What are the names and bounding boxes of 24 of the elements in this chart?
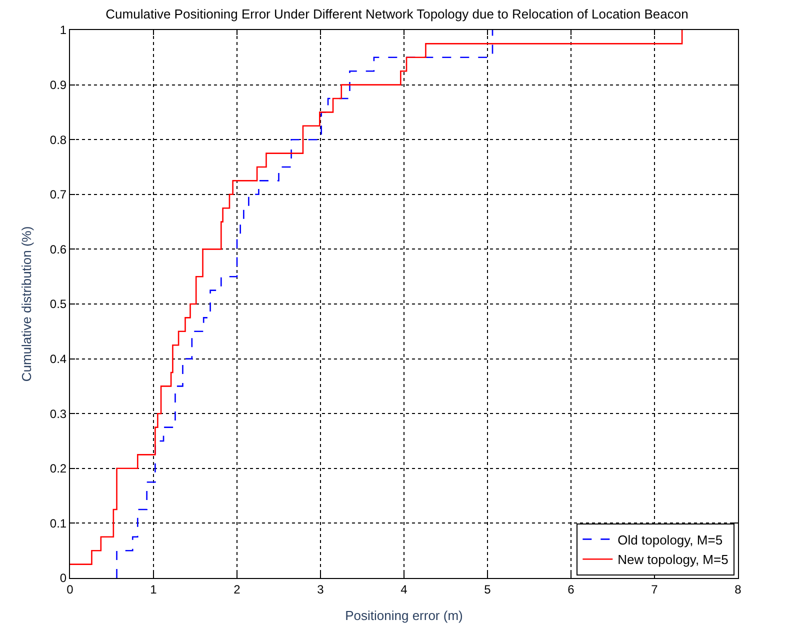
x-tick-label: 3 xyxy=(317,582,324,596)
y-tick-label: 0 xyxy=(60,571,67,586)
x-tick-label: 5 xyxy=(484,582,492,596)
x-tick-label: 7 xyxy=(651,582,658,596)
x-tick-label: 8 xyxy=(734,582,742,596)
x-axis-title: Positioning error (m) xyxy=(345,608,463,623)
x-tick-label: 2 xyxy=(234,582,241,596)
legend-label: Old topology, M=5 xyxy=(618,532,723,548)
y-tick-label: 0.5 xyxy=(50,297,67,312)
x-tick-label: 1 xyxy=(150,582,158,596)
y-tick-label: 0.9 xyxy=(50,78,67,92)
x-tick-label: 6 xyxy=(568,582,575,596)
chart-title: Cumulative Positioning Error Under Different Network Topology due to Relocation of Location Beacon xyxy=(106,6,688,22)
y-tick-label: 0.1 xyxy=(50,516,67,530)
y-tick-label: 1 xyxy=(60,23,67,38)
x-tick-label: 4 xyxy=(400,582,408,596)
y-tick-label: 0.3 xyxy=(50,406,67,421)
y-tick-label: 0.2 xyxy=(50,462,67,476)
y-tick-label: 0.8 xyxy=(50,132,67,147)
y-tick-label: 0.7 xyxy=(50,188,67,202)
legend-label: New topology, M=5 xyxy=(618,552,728,568)
y-tick-label: 0.4 xyxy=(50,352,67,366)
y-tick-label: 0.6 xyxy=(50,242,67,256)
y-axis-title: Cumulative distribution (%) xyxy=(18,226,34,382)
